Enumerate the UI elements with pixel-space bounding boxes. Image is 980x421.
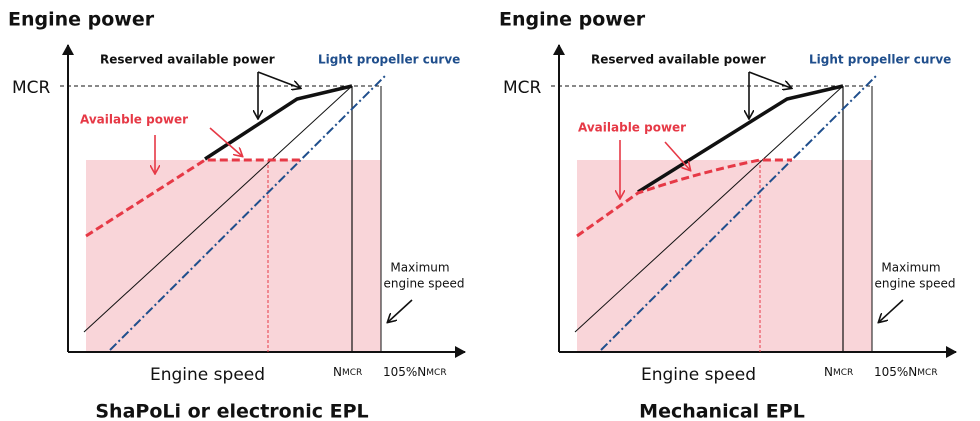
mcr-label: MCR: [12, 78, 51, 98]
n105-main: 105%N: [383, 365, 426, 379]
caption: ShaPoLi or electronic EPL: [95, 401, 368, 421]
x-axis-label: Engine speed: [150, 365, 265, 385]
arrow: [748, 71, 791, 88]
y-axis-label: Engine power: [8, 9, 155, 31]
propeller-label: Light propeller curve: [809, 53, 951, 67]
propeller-label: Light propeller curve: [318, 53, 460, 67]
max-speed-label: engine speed: [384, 277, 465, 291]
nmcr-sub: MCR: [833, 368, 853, 378]
nmcr-main: N: [824, 365, 833, 379]
panel: Engine power MCR Reserved available powe…: [499, 9, 957, 421]
max-speed-label: engine speed: [875, 277, 956, 291]
propeller-curve: [600, 75, 877, 351]
available-line: [85, 158, 300, 238]
thin-line: [574, 85, 844, 333]
available-area: [577, 160, 872, 352]
arrow: [388, 299, 413, 322]
n105-label: 105%NMCR: [383, 365, 447, 379]
available-label: Available power: [578, 121, 686, 135]
reserved-label: Reserved available power: [591, 53, 766, 67]
x-axis-label: Engine speed: [641, 365, 756, 385]
nmcr-label: NMCR: [333, 365, 362, 379]
thin-line: [83, 85, 353, 333]
nmcr-label: NMCR: [824, 365, 853, 379]
propeller-curve: [109, 75, 386, 351]
max-speed-label: Maximum: [881, 261, 940, 275]
n105-label: 105%NMCR: [874, 365, 938, 379]
available-label: Available power: [80, 113, 188, 127]
max-speed-label: Maximum: [390, 261, 449, 275]
caption: Mechanical EPL: [639, 401, 805, 421]
nmcr-sub: MCR: [342, 368, 362, 378]
reserved-label: Reserved available power: [100, 53, 275, 67]
panel: Engine power MCR Reserved available powe…: [8, 9, 466, 421]
available-area: [86, 160, 381, 352]
arrow: [257, 71, 300, 88]
mcr-label: MCR: [503, 78, 542, 98]
arrow: [879, 299, 904, 322]
n105-main: 105%N: [874, 365, 917, 379]
arrow: [664, 141, 690, 170]
n105-sub: MCR: [917, 368, 937, 378]
reserved-line: [204, 84, 353, 161]
n105-sub: MCR: [426, 368, 446, 378]
nmcr-main: N: [333, 365, 342, 379]
y-axis-label: Engine power: [499, 9, 646, 31]
available-line: [576, 158, 792, 238]
arrow: [209, 127, 242, 156]
